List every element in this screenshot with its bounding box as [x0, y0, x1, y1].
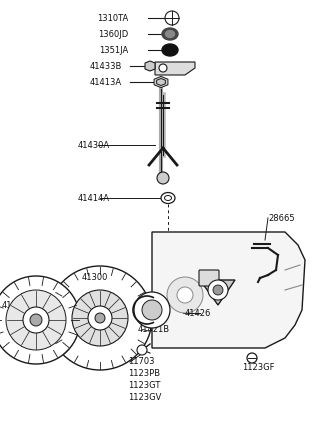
Text: 1310TA: 1310TA: [97, 14, 128, 23]
Circle shape: [213, 285, 223, 295]
Polygon shape: [152, 232, 305, 348]
Ellipse shape: [162, 28, 178, 40]
Circle shape: [6, 290, 66, 350]
Ellipse shape: [161, 193, 175, 204]
Text: 11703: 11703: [128, 357, 155, 366]
Circle shape: [48, 266, 152, 370]
Polygon shape: [154, 76, 168, 88]
Circle shape: [30, 314, 42, 326]
Circle shape: [72, 290, 128, 346]
Polygon shape: [200, 280, 235, 305]
Circle shape: [247, 353, 257, 363]
Text: 1123PB: 1123PB: [128, 369, 160, 379]
Circle shape: [88, 306, 112, 330]
Circle shape: [165, 11, 179, 25]
Circle shape: [142, 300, 162, 320]
Text: 1351JA: 1351JA: [99, 45, 128, 54]
Circle shape: [177, 287, 193, 303]
Text: 41300: 41300: [82, 274, 108, 283]
Ellipse shape: [162, 44, 178, 56]
Text: 41100: 41100: [2, 300, 28, 309]
Circle shape: [167, 277, 203, 313]
Text: 41430A: 41430A: [78, 141, 110, 150]
Text: 1123GF: 1123GF: [242, 363, 275, 372]
Text: 1360JD: 1360JD: [98, 29, 128, 39]
Circle shape: [208, 280, 228, 300]
Text: 1123GT: 1123GT: [128, 382, 160, 391]
Text: 41426: 41426: [185, 309, 211, 317]
Text: 41414A: 41414A: [78, 193, 110, 202]
Polygon shape: [145, 61, 155, 71]
Text: 28665: 28665: [268, 213, 295, 223]
FancyBboxPatch shape: [199, 270, 219, 286]
Circle shape: [23, 307, 49, 333]
Circle shape: [0, 276, 80, 364]
Circle shape: [134, 292, 170, 328]
Circle shape: [137, 345, 147, 355]
Text: 41433B: 41433B: [90, 62, 122, 71]
Circle shape: [159, 64, 167, 72]
Circle shape: [157, 172, 169, 184]
Text: 41413A: 41413A: [90, 77, 122, 87]
Text: 1123GV: 1123GV: [128, 394, 162, 402]
Ellipse shape: [166, 31, 175, 37]
Circle shape: [95, 313, 105, 323]
Polygon shape: [155, 62, 195, 75]
Text: 41421B: 41421B: [138, 326, 170, 334]
